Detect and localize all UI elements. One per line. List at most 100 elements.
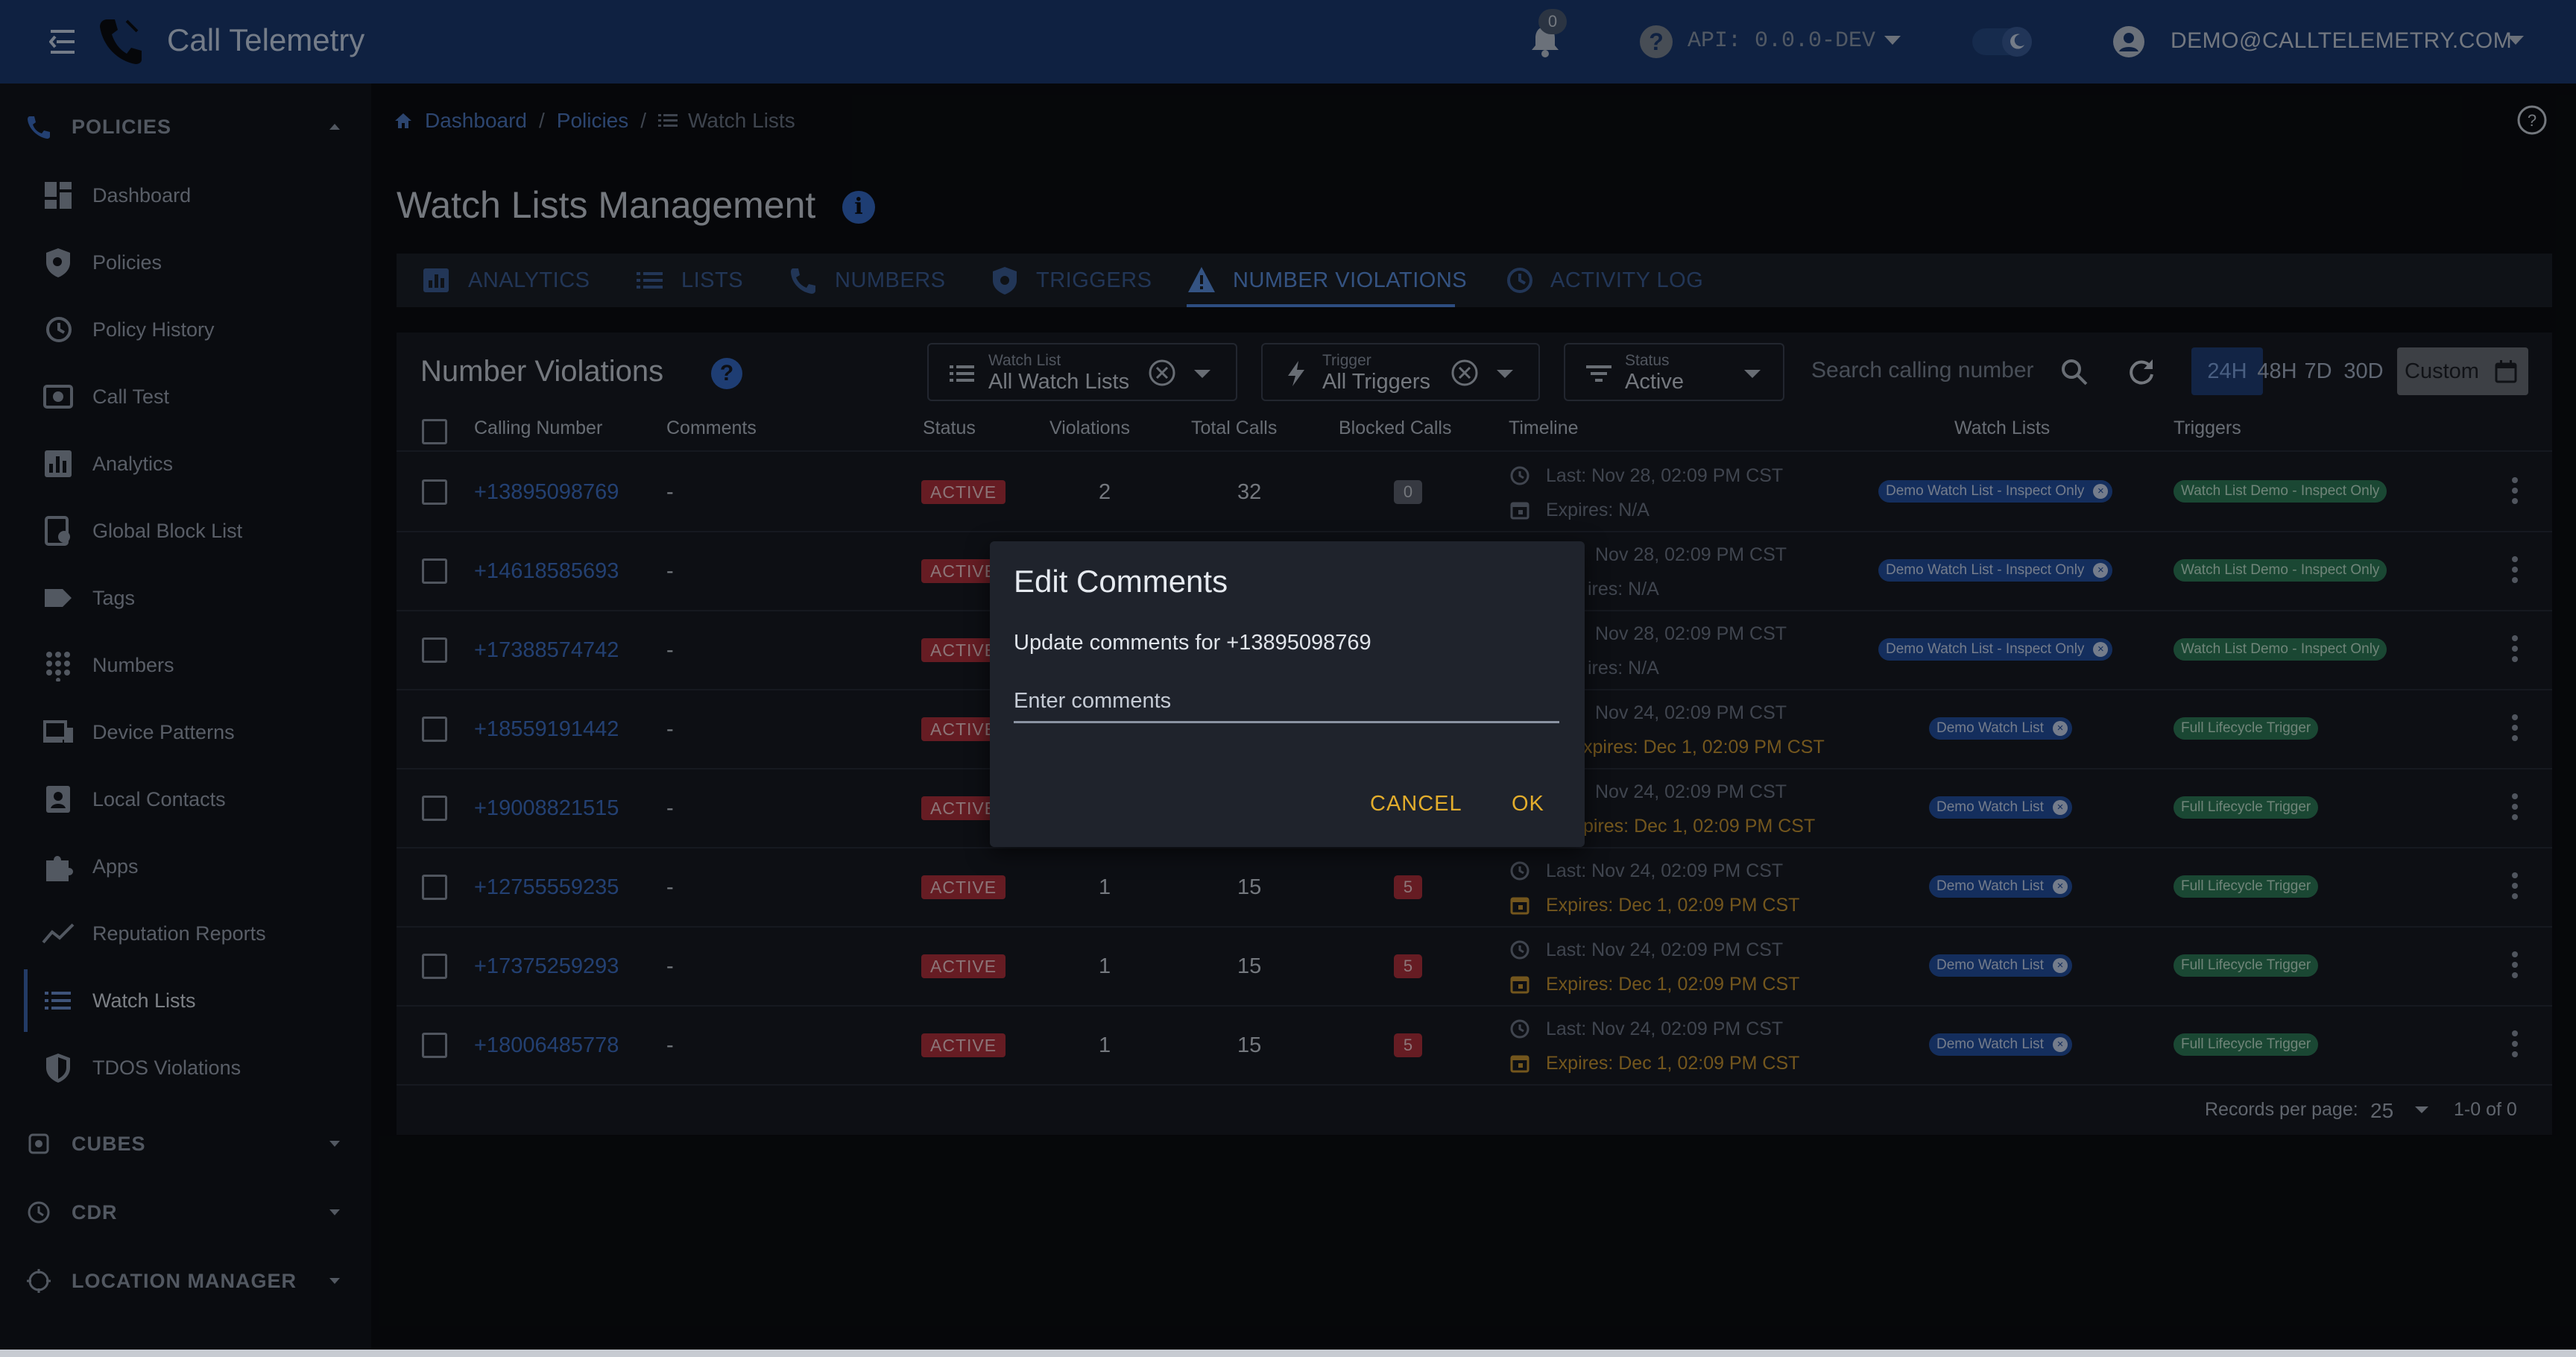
breadcrumb-dashboard[interactable]: Dashboard <box>425 109 527 132</box>
calling-number-link[interactable]: +18559191442 <box>474 717 619 741</box>
watch-list-filter[interactable]: Watch List All Watch Lists <box>927 343 1237 401</box>
header-comments[interactable]: Comments <box>666 418 757 438</box>
calling-number-link[interactable]: +17375259293 <box>474 954 619 978</box>
row-checkbox[interactable] <box>422 558 447 584</box>
user-email[interactable]: DEMO@CALLTELEMETRY.COM <box>2171 28 2513 53</box>
tab-activity-log[interactable]: ACTIVITY LOG <box>1504 254 1703 307</box>
sidebar-item-global-block-list[interactable]: Global Block List <box>24 500 371 562</box>
row-checkbox[interactable] <box>422 479 447 505</box>
comments-cell[interactable]: - <box>666 1033 674 1057</box>
sidebar-section-policies[interactable]: POLICIES <box>0 97 371 157</box>
watch-list-chip[interactable]: Demo Watch List × <box>1929 1033 2072 1056</box>
calling-number-link[interactable]: +12755559235 <box>474 875 619 899</box>
sidebar-item-apps[interactable]: Apps <box>24 835 371 898</box>
help-icon[interactable]: ? <box>711 358 742 389</box>
calling-number-link[interactable]: +14618585693 <box>474 559 619 583</box>
comments-cell[interactable]: - <box>666 875 674 899</box>
sidebar-item-device-patterns[interactable]: Device Patterns <box>24 701 371 763</box>
remove-chip-icon[interactable]: × <box>2093 642 2109 657</box>
remove-chip-icon[interactable]: × <box>2052 800 2068 815</box>
help-circle-icon[interactable]: ? <box>2516 104 2548 136</box>
trigger-filter[interactable]: Trigger All Triggers <box>1261 343 1540 401</box>
range-30d-button[interactable]: 30D <box>2343 359 2384 383</box>
watch-list-chip[interactable]: Demo Watch List - Inspect Only × <box>1878 559 2113 582</box>
tab-triggers[interactable]: TRIGGERS <box>990 254 1152 307</box>
watch-list-chip[interactable]: Demo Watch List - Inspect Only × <box>1878 480 2113 503</box>
row-checkbox[interactable] <box>422 1033 447 1058</box>
range-custom-button[interactable]: Custom <box>2397 347 2528 395</box>
sidebar-item-call-test[interactable]: Call Test <box>24 365 371 428</box>
row-actions-menu-icon[interactable] <box>2510 635 2519 668</box>
comments-cell[interactable]: - <box>666 717 674 741</box>
breadcrumb-policies[interactable]: Policies <box>556 109 629 132</box>
api-help-icon[interactable]: ? <box>1640 25 1673 58</box>
sidebar-section-location-manager[interactable]: LOCATION MANAGER <box>0 1251 371 1311</box>
comments-cell[interactable]: - <box>666 559 674 583</box>
tab-number-violations[interactable]: NUMBER VIOLATIONS <box>1187 254 1467 307</box>
sidebar-item-local-contacts[interactable]: Local Contacts <box>24 768 371 831</box>
header-violations[interactable]: Violations <box>1049 418 1130 438</box>
remove-chip-icon[interactable]: × <box>2093 563 2109 578</box>
range-24h-button[interactable]: 24H <box>2191 347 2263 395</box>
header-timeline[interactable]: Timeline <box>1509 418 1579 438</box>
comments-cell[interactable]: - <box>666 954 674 978</box>
dark-mode-moon-icon[interactable] <box>2002 27 2032 57</box>
calling-number-link[interactable]: +18006485778 <box>474 1033 619 1057</box>
row-checkbox[interactable] <box>422 717 447 742</box>
chevron-down-icon[interactable] <box>1744 370 1761 379</box>
home-icon[interactable] <box>394 111 413 130</box>
sidebar-item-policy-history[interactable]: Policy History <box>24 298 371 361</box>
chevron-down-icon[interactable] <box>2415 1106 2428 1114</box>
row-checkbox[interactable] <box>422 954 447 979</box>
chevron-down-icon[interactable] <box>2507 36 2524 46</box>
row-checkbox[interactable] <box>422 637 447 663</box>
remove-chip-icon[interactable]: × <box>2093 484 2109 499</box>
remove-chip-icon[interactable]: × <box>2052 879 2068 894</box>
calling-number-link[interactable]: +17388574742 <box>474 638 619 662</box>
sidebar-item-tdos-violations[interactable]: TDOS Violations <box>24 1036 371 1099</box>
sidebar-item-reputation-reports[interactable]: Reputation Reports <box>24 902 371 965</box>
comments-cell[interactable]: - <box>666 480 674 504</box>
header-triggers[interactable]: Triggers <box>2174 418 2241 438</box>
remove-chip-icon[interactable]: × <box>2052 721 2068 736</box>
range-48h-button[interactable]: 48H <box>2257 359 2297 383</box>
comments-cell[interactable]: - <box>666 796 674 820</box>
sidebar-item-watch-lists[interactable]: Watch Lists <box>24 969 371 1032</box>
calling-number-link[interactable]: +19008821515 <box>474 796 619 820</box>
tab-analytics[interactable]: ANALYTICS <box>422 254 590 307</box>
account-circle-icon[interactable] <box>2112 25 2145 58</box>
watch-list-chip[interactable]: Demo Watch List × <box>1929 954 2072 977</box>
search-icon[interactable] <box>2059 356 2090 388</box>
tab-numbers[interactable]: NUMBERS <box>789 254 946 307</box>
records-per-page-select[interactable]: 25 <box>2370 1099 2394 1122</box>
header-blocked-calls[interactable]: Blocked Calls <box>1339 418 1452 438</box>
sidebar-section-cdr[interactable]: CDR <box>0 1183 371 1242</box>
tab-lists[interactable]: LISTS <box>635 254 743 307</box>
select-all-checkbox[interactable] <box>422 419 447 444</box>
clear-icon[interactable] <box>1450 359 1479 387</box>
search-calling-number-input[interactable]: Search calling number <box>1811 358 2034 382</box>
sidebar-item-tags[interactable]: Tags <box>24 567 371 629</box>
row-actions-menu-icon[interactable] <box>2510 714 2519 747</box>
header-watch-lists[interactable]: Watch Lists <box>1954 418 2051 438</box>
calling-number-link[interactable]: +13895098769 <box>474 480 619 504</box>
sidebar-item-analytics[interactable]: Analytics <box>24 432 371 495</box>
row-actions-menu-icon[interactable] <box>2510 556 2519 589</box>
cancel-button[interactable]: CANCEL <box>1370 792 1462 816</box>
header-total-calls[interactable]: Total Calls <box>1191 418 1278 438</box>
remove-chip-icon[interactable]: × <box>2052 958 2068 973</box>
api-version-label[interactable]: API: 0.0.0-DEV <box>1688 28 1876 54</box>
chevron-down-icon[interactable] <box>1497 370 1513 379</box>
row-checkbox[interactable] <box>422 796 447 821</box>
status-filter[interactable]: Status Active <box>1564 343 1784 401</box>
sidebar-item-dashboard[interactable]: Dashboard <box>24 164 371 227</box>
sidebar-item-policies[interactable]: Policies <box>24 231 371 294</box>
sidebar-section-cubes[interactable]: CUBES <box>0 1114 371 1174</box>
header-calling-number[interactable]: Calling Number <box>474 418 603 438</box>
header-status[interactable]: Status <box>923 418 976 438</box>
comments-cell[interactable]: - <box>666 638 674 662</box>
watch-list-chip[interactable]: Demo Watch List - Inspect Only × <box>1878 638 2113 661</box>
row-actions-menu-icon[interactable] <box>2510 951 2519 984</box>
watch-list-chip[interactable]: Demo Watch List × <box>1929 875 2072 898</box>
row-actions-menu-icon[interactable] <box>2510 793 2519 826</box>
